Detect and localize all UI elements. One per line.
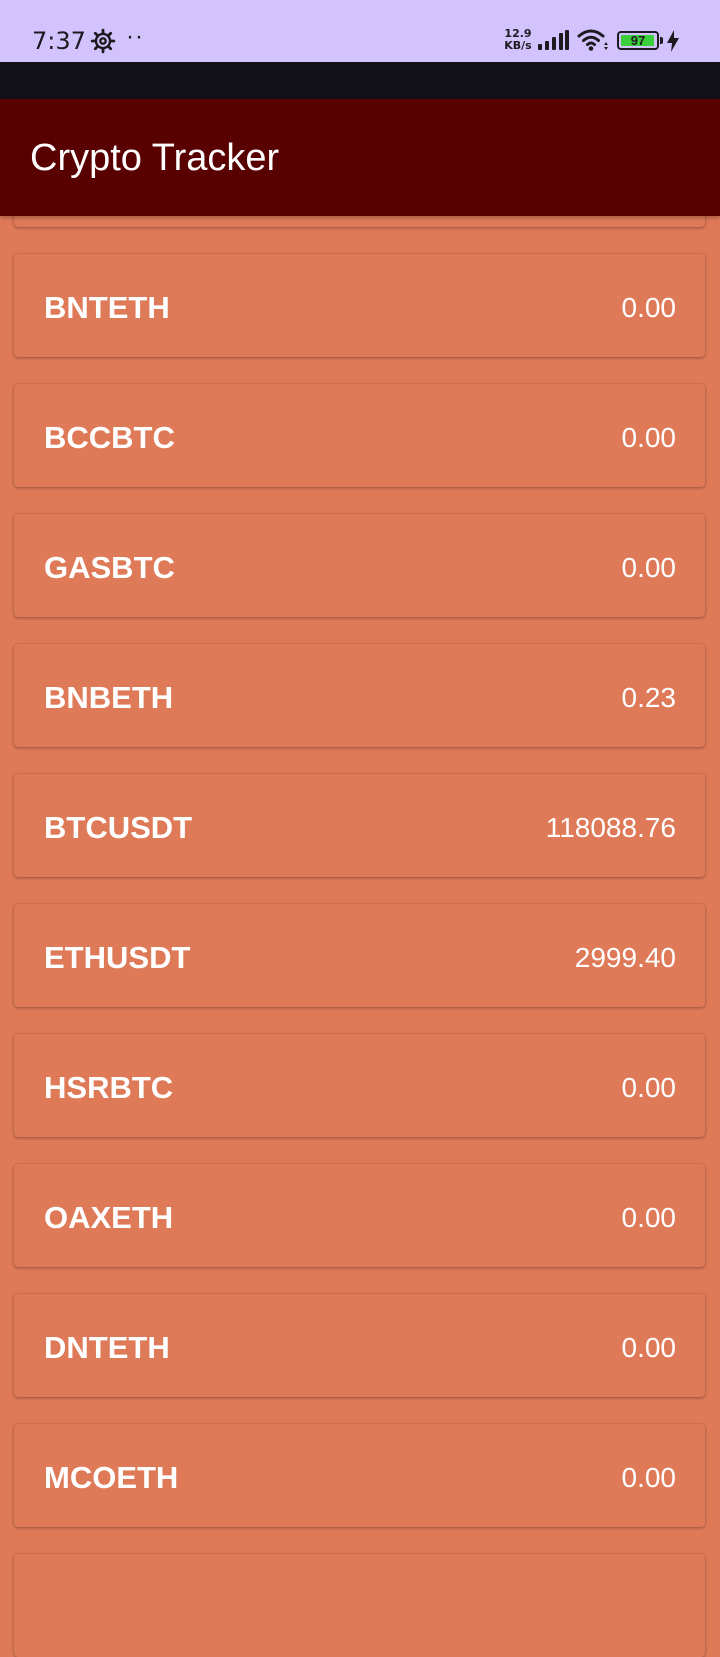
crypto-symbol: BNTETH [44, 290, 170, 325]
status-time: 7:37 [32, 27, 86, 55]
crypto-price: 0.00 [621, 422, 677, 453]
crypto-card[interactable]: BTCUSDT 118088.76 [14, 774, 705, 877]
crypto-card[interactable]: OAXETH 0.00 [14, 1164, 705, 1267]
app-title: Crypto Tracker [30, 137, 280, 179]
signal-strength-icon [538, 30, 569, 50]
network-speed-value: 12.9 [504, 27, 532, 40]
notification-dots: ·· [126, 23, 144, 50]
crypto-price: 0.23 [621, 682, 677, 713]
network-speed: 12.9 KB/s [503, 28, 533, 52]
crypto-symbol: BTCUSDT [44, 810, 193, 845]
crypto-card[interactable]: GASBTC 0.00 [14, 514, 705, 617]
crypto-price: 0.00 [621, 1072, 677, 1103]
crypto-symbol: GASBTC [44, 550, 175, 585]
crypto-price: 0.00 [621, 552, 677, 583]
settings-gear-icon [90, 28, 116, 54]
crypto-card[interactable] [14, 1554, 705, 1657]
crypto-price: 0.00 [621, 292, 677, 323]
crypto-symbol: BCCBTC [44, 420, 175, 455]
battery-level: 97 [630, 33, 646, 48]
crypto-symbol: DNTETH [44, 1330, 170, 1365]
wifi-icon [577, 29, 608, 51]
crypto-card[interactable]: BNBETH 0.23 [14, 644, 705, 747]
charging-bolt-icon [667, 30, 679, 52]
crypto-card[interactable]: DNTETH 0.00 [14, 1294, 705, 1397]
crypto-price: 0.00 [621, 1332, 677, 1363]
network-speed-unit: KB/s [504, 39, 532, 52]
crypto-price: 118088.76 [545, 812, 676, 843]
system-band [0, 62, 720, 99]
crypto-card[interactable]: ETHUSDT 2999.40 [14, 904, 705, 1007]
crypto-card[interactable]: MCOETH 0.00 [14, 1424, 705, 1527]
crypto-card[interactable]: HSRBTC 0.00 [14, 1034, 705, 1137]
crypto-symbol: MCOETH [44, 1460, 179, 1495]
status-bar: 7:37 ·· 12.9 KB/s [0, 0, 720, 62]
crypto-price: 0.00 [621, 1202, 677, 1233]
crypto-symbol: BNBETH [44, 680, 174, 715]
app-bar: Crypto Tracker [0, 99, 720, 216]
crypto-symbol: OAXETH [44, 1200, 174, 1235]
crypto-price: 2999.40 [574, 942, 676, 973]
battery-tip [660, 37, 663, 44]
battery-fill [621, 35, 654, 46]
crypto-symbol: HSRBTC [44, 1070, 174, 1105]
crypto-symbol: ETHUSDT [44, 940, 191, 975]
crypto-card[interactable]: BCCBTC 0.00 [14, 384, 705, 487]
crypto-card[interactable]: BNTETH 0.00 [14, 254, 705, 357]
crypto-price: 0.00 [621, 1462, 677, 1493]
battery-icon: 97 [617, 31, 659, 50]
